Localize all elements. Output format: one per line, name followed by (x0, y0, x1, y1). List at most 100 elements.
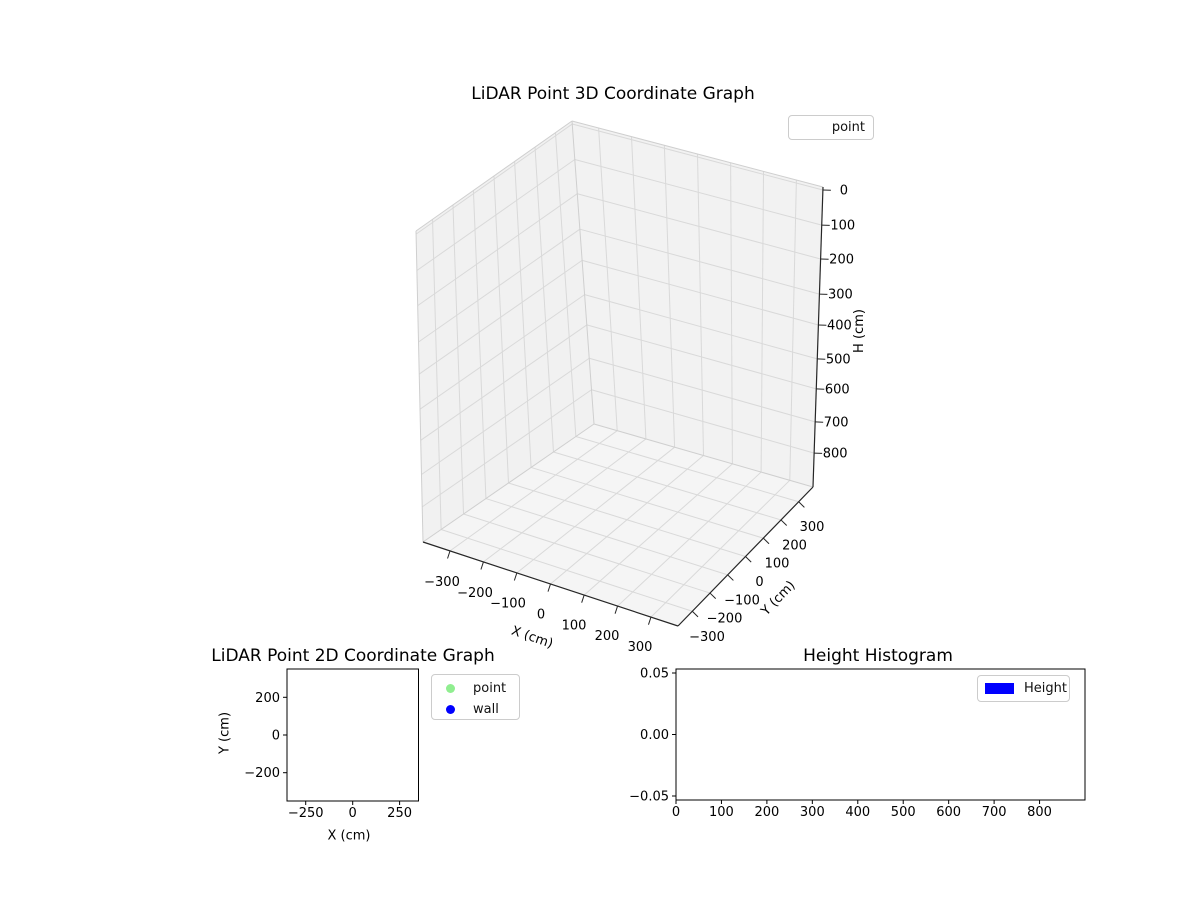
grid-line (416, 159, 576, 271)
grid-line (572, 123, 824, 191)
z-tick-label-3d: 500 (826, 352, 851, 367)
z-tick-label-3d: 600 (825, 382, 850, 397)
x-tick-label-3d: 300 (628, 640, 653, 655)
z-axis-label-3d: H (cm) (852, 309, 867, 353)
x-tick-label-hist: 300 (800, 805, 825, 820)
grid-line (432, 219, 442, 530)
grid-line (514, 161, 532, 468)
legend-item-wall: wall (432, 699, 519, 720)
y-tick-label-3d: 0 (755, 575, 763, 590)
z-tick-label-3d: 800 (823, 447, 848, 462)
x-tick-label-hist: 100 (709, 805, 734, 820)
z-axis-line-3d (812, 186, 824, 488)
grid-line (760, 171, 765, 473)
x-tick-label-hist: 800 (1027, 805, 1052, 820)
pane-edge (415, 230, 424, 543)
legend-item-point: point (432, 678, 519, 699)
grid-line (417, 193, 578, 307)
y-tick-label-hist: 0.00 (640, 728, 669, 743)
x-tick-label-3d: 100 (562, 618, 587, 633)
z-tick-label-3d: 300 (828, 288, 853, 303)
grid-line (617, 471, 762, 607)
y-tick-label-3d: −200 (707, 612, 743, 627)
y-tick-label-3d: −100 (724, 593, 760, 608)
histogram-legend: Height (977, 675, 1070, 702)
plot2d-yaxis-label: Y (cm) (217, 711, 233, 755)
y-tick-label-3d: −300 (689, 630, 725, 645)
height-swatch-icon (985, 683, 1014, 694)
x-tick-label-2d: −250 (288, 806, 324, 821)
plot3d-canvas: −300−200−1000100200300−300−200−100010020… (415, 120, 867, 655)
grid-line (583, 463, 733, 596)
tick-mark (447, 550, 451, 559)
wall-marker-icon (446, 705, 455, 714)
y-tick-label-3d: 300 (800, 520, 825, 535)
x-tick-label-3d: 0 (537, 608, 545, 623)
y-tick-label-3d: 200 (782, 538, 807, 553)
tick-mark (780, 519, 788, 526)
point-marker-icon (446, 684, 455, 693)
plot3d-title: LiDAR Point 3D Coordinate Graph (471, 84, 755, 104)
tick-mark (709, 592, 717, 600)
tick-mark (480, 561, 484, 570)
pane-edge (422, 423, 595, 543)
x-tick-label-2d: 0 (349, 806, 357, 821)
grid-line (493, 175, 509, 484)
pane-floor (423, 424, 813, 626)
pane-edge (571, 120, 595, 425)
x-tick-label-hist: 500 (891, 805, 916, 820)
grid-line (530, 466, 764, 539)
z-tick-label-3d: 100 (830, 219, 855, 234)
grid-line (508, 482, 746, 557)
grid-line (789, 179, 797, 481)
x-tick-label-3d: −100 (490, 597, 526, 612)
x-tick-label-hist: 400 (845, 805, 870, 820)
x-tick-label-hist: 700 (982, 805, 1007, 820)
grid-line (589, 357, 816, 423)
grid-line (421, 389, 592, 508)
grid-line (554, 132, 577, 437)
tick-mark (614, 605, 619, 614)
tick-mark (647, 616, 652, 625)
x-tick-label-3d: −300 (424, 575, 460, 590)
pane-edge (415, 120, 573, 232)
y-tick-label-hist: 0.05 (640, 667, 669, 682)
grid-line (697, 153, 704, 456)
grid-line (650, 479, 791, 618)
grid-line (420, 324, 588, 441)
grid-line (663, 145, 676, 448)
legend-label-wall: wall (473, 702, 499, 717)
z-tick-label-3d: 700 (824, 415, 849, 430)
x-tick-label-3d: 200 (595, 629, 620, 644)
y-tick-label-3d: 100 (765, 557, 790, 572)
legend-label-height: Height (1024, 681, 1067, 696)
grid-line (630, 136, 647, 439)
z-tick-label-3d: 200 (829, 253, 854, 268)
histogram-canvas: 0 100 200 300 400 500 600 700 800 −0.05 0.00 0.05 (629, 667, 1086, 820)
x-tick-label-3d: −200 (457, 586, 493, 601)
grid-line (472, 190, 487, 499)
legend-label-point-3d: point (831, 120, 865, 135)
grid-line (418, 228, 581, 343)
plot2d-xaxis-label: X (cm) (327, 828, 371, 844)
grid-line (574, 158, 822, 226)
tick-mark (798, 501, 805, 508)
tick-mark (547, 583, 551, 592)
plot3d-legend: point (788, 115, 874, 140)
grid-line (421, 357, 590, 475)
y-tick-label-2d: 200 (255, 691, 280, 706)
pane-edge (593, 423, 814, 488)
grid-line (418, 259, 583, 375)
grid-line (584, 294, 818, 360)
x-axis-label-3d: X (cm) (509, 624, 555, 652)
grid-line (577, 193, 821, 260)
x-tick-label-hist: 0 (672, 805, 680, 820)
grid-line (581, 259, 819, 326)
grid-line (452, 204, 465, 515)
y-axis-label-3d: Y (cm) (758, 578, 799, 619)
tick-mark (762, 537, 770, 545)
tick-mark (691, 610, 699, 618)
plot2d-legend: point wall (431, 674, 520, 720)
grid-line (534, 147, 554, 452)
